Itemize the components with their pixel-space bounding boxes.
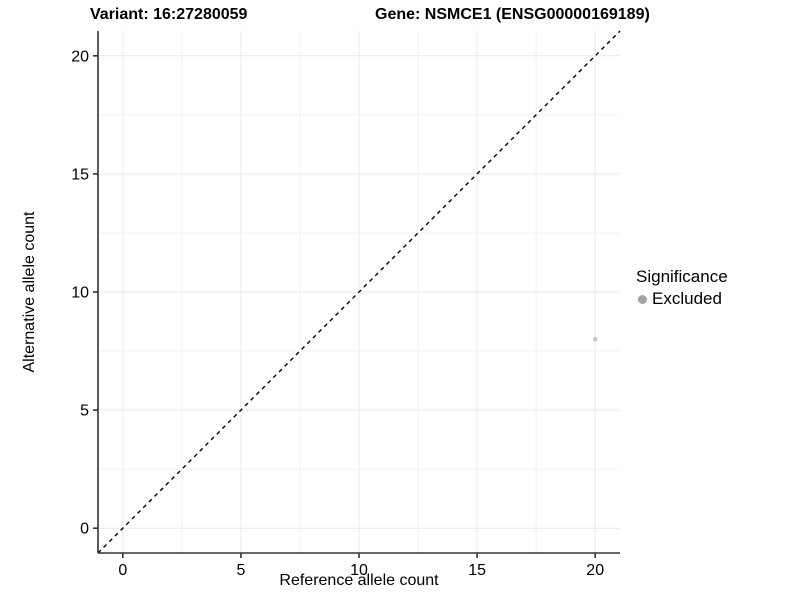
- x-tick-label: 20: [586, 562, 604, 579]
- variant-title: Variant: 16:27280059: [90, 6, 248, 23]
- gene-title: Gene: NSMCE1 (ENSG00000169189): [375, 6, 650, 23]
- legend: Significance Excluded: [636, 267, 728, 309]
- legend-item-label: Excluded: [652, 289, 722, 308]
- data-point: [592, 336, 598, 342]
- y-tick-label: 20: [71, 48, 89, 65]
- y-tick-label: 15: [71, 166, 89, 183]
- y-axis-label: Alternative allele count: [21, 211, 38, 373]
- x-tick-label: 0: [118, 562, 127, 579]
- y-tick-label: 10: [71, 285, 89, 302]
- x-tick-label: 5: [236, 562, 245, 579]
- excluded-point-icon: [638, 294, 647, 304]
- x-axis-label: Reference allele count: [279, 572, 439, 589]
- legend-item-excluded: Excluded: [638, 289, 728, 309]
- identity-dashed-line: [97, 30, 621, 554]
- y-tick-label: 5: [80, 403, 89, 420]
- legend-title: Significance: [636, 267, 728, 286]
- x-tick-label: 15: [468, 562, 486, 579]
- x-tick-label: 10: [350, 562, 368, 579]
- y-tick-label: 0: [80, 521, 89, 538]
